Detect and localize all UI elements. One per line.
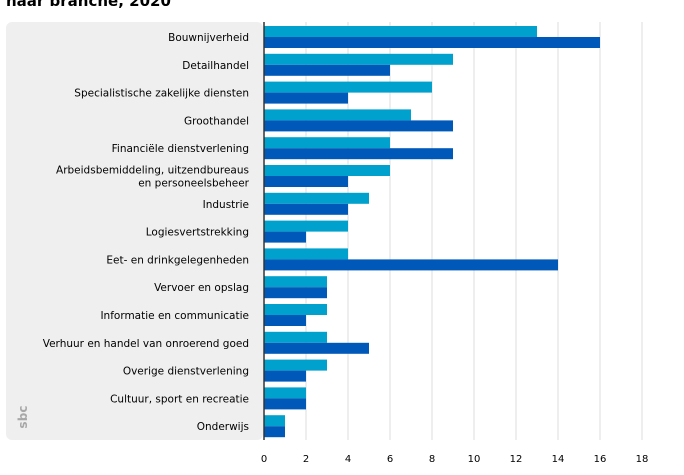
bar-series-1 — [264, 359, 327, 371]
bar-series-2 — [264, 287, 327, 299]
chart-title: naar branche, 2020 — [6, 0, 171, 10]
bar-series-2 — [264, 203, 348, 215]
bar-series-1 — [264, 331, 327, 343]
category-label: Eet- en drinkgelegenheden — [106, 254, 249, 266]
category-label: Groothandel — [184, 115, 249, 127]
logo-letter: c — [16, 405, 30, 412]
category-label: Informatie en communicatie — [100, 310, 249, 322]
category-label: Cultuur, sport en recreatie — [110, 393, 249, 405]
category-label: Bouwnijverheid — [168, 32, 249, 44]
bar-series-1 — [264, 276, 327, 288]
x-tick-label: 4 — [345, 454, 351, 465]
category-label: Detailhandel — [182, 60, 249, 72]
category-label: Specialistische zakelijke diensten — [74, 88, 249, 100]
bar-series-2 — [264, 64, 390, 76]
bar-series-1 — [264, 387, 306, 399]
bar-series-2 — [264, 315, 306, 326]
category-labels: Bouwnijverheid Detailhandel Specialistisch… — [43, 32, 250, 433]
bar-series-2 — [264, 92, 348, 104]
bar-series-1 — [264, 220, 348, 232]
bar-series-1 — [264, 81, 432, 93]
category-label: Onderwijs — [197, 421, 249, 433]
bar-series-1 — [264, 53, 453, 65]
bar-series-2 — [264, 120, 453, 132]
x-tick-label: 16 — [594, 454, 607, 465]
bar-series-2 — [264, 176, 348, 187]
bars — [264, 26, 600, 438]
x-tick-label: 2 — [303, 454, 309, 465]
bar-series-2 — [264, 342, 369, 354]
x-tick-label: 0 — [261, 454, 267, 465]
bar-series-1 — [264, 109, 411, 121]
cbs-logo-icon: cbs — [16, 405, 30, 428]
x-tick-label: 8 — [429, 454, 435, 465]
bar-series-2 — [264, 231, 306, 243]
bar-series-1 — [264, 26, 537, 37]
bar-series-2 — [264, 426, 285, 438]
bar-series-2 — [264, 148, 453, 160]
x-tick-label: 10 — [468, 454, 481, 465]
category-label: Arbeidsbemiddeling, uitzendbureaus — [56, 165, 249, 177]
bar-series-1 — [264, 165, 390, 176]
label-panel — [6, 22, 263, 440]
category-label: Vervoer en opslag — [154, 282, 249, 294]
bar-series-1 — [264, 304, 327, 315]
bar-series-1 — [264, 415, 285, 427]
category-label: Industrie — [203, 199, 249, 211]
bar-series-1 — [264, 137, 390, 149]
x-tick-label: 18 — [636, 454, 649, 465]
x-tick-label: 12 — [510, 454, 523, 465]
bar-series-1 — [264, 248, 348, 260]
bar-series-2 — [264, 370, 306, 382]
bar-series-1 — [264, 192, 369, 204]
bar-series-2 — [264, 37, 600, 48]
logo-letter: s — [16, 421, 30, 428]
bar-series-2 — [264, 398, 306, 410]
category-label: en personeelsbeheer — [138, 178, 249, 190]
category-label: Overige dienstverlening — [123, 366, 249, 378]
x-tick-label: 6 — [387, 454, 393, 465]
category-label: Financiële dienstverlening — [112, 143, 249, 155]
bar-series-2 — [264, 259, 558, 271]
x-tick-label: 14 — [552, 454, 565, 465]
logo-letter: b — [16, 412, 30, 421]
category-label: Verhuur en handel van onroerend goed — [43, 338, 249, 350]
category-label: Logiesvertstrekking — [146, 227, 249, 239]
x-tick-labels: 0 2 4 6 8 10 12 14 16 18 — [261, 454, 649, 465]
